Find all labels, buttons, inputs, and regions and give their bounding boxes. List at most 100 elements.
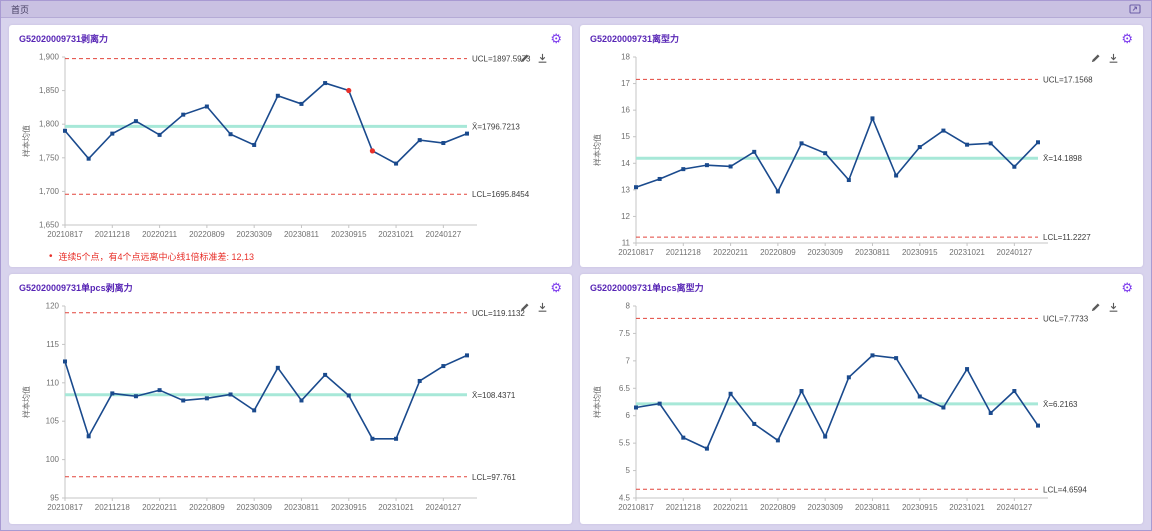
data-point <box>370 437 374 441</box>
svg-text:20240127: 20240127 <box>997 248 1033 257</box>
svg-text:110: 110 <box>46 378 59 387</box>
svg-text:20210817: 20210817 <box>47 230 83 239</box>
svg-text:LCL=4.6594: LCL=4.6594 <box>1043 485 1087 494</box>
svg-text:20230309: 20230309 <box>807 248 843 257</box>
expand-icon[interactable] <box>1129 3 1141 15</box>
warning-bullet-icon: • <box>49 251 53 262</box>
data-point <box>63 129 67 133</box>
svg-text:20210817: 20210817 <box>618 503 654 512</box>
svg-text:样本均值: 样本均值 <box>21 125 31 157</box>
app-window: 首页 G52020009731剥离力 ⚙ <box>0 0 1152 531</box>
control-chart-canvas[interactable]: 9510010511011512020210817202112182022021… <box>19 296 561 518</box>
edit-icon[interactable] <box>1090 302 1101 313</box>
data-point <box>989 141 993 145</box>
control-chart-canvas[interactable]: 4.555.566.577.58202108172021121820220211… <box>590 296 1132 518</box>
svg-text:4.5: 4.5 <box>619 494 631 503</box>
svg-text:6.5: 6.5 <box>619 384 631 393</box>
data-point <box>894 174 898 178</box>
control-chart-canvas[interactable]: 1112131415161718202108172021121820220211… <box>590 47 1132 263</box>
svg-text:20230915: 20230915 <box>331 503 367 512</box>
svg-text:14: 14 <box>621 159 630 168</box>
data-point <box>347 393 351 397</box>
svg-text:1,700: 1,700 <box>39 187 60 196</box>
data-point <box>752 422 756 426</box>
chart-title: G52020009731单pcs剥离力 <box>19 281 133 294</box>
svg-text:20220809: 20220809 <box>189 503 225 512</box>
svg-text:20230309: 20230309 <box>807 503 843 512</box>
dashboard-grid: G52020009731剥离力 ⚙ 1,6501,7001,7501,8001,… <box>1 18 1151 531</box>
edit-icon[interactable] <box>519 53 530 64</box>
flagged-point <box>370 148 375 153</box>
edit-icon[interactable] <box>519 302 530 313</box>
svg-text:20211218: 20211218 <box>666 248 702 257</box>
data-point <box>918 145 922 149</box>
gear-icon[interactable]: ⚙ <box>550 281 562 294</box>
data-point <box>918 395 922 399</box>
svg-text:20220809: 20220809 <box>760 248 796 257</box>
data-point <box>205 105 209 109</box>
data-point <box>110 391 114 395</box>
svg-text:20211218: 20211218 <box>95 230 131 239</box>
svg-text:20231021: 20231021 <box>949 248 985 257</box>
data-point <box>441 364 445 368</box>
series-line <box>636 355 1038 448</box>
data-point <box>323 373 327 377</box>
gear-icon[interactable]: ⚙ <box>550 32 562 45</box>
flagged-point <box>346 88 351 93</box>
data-point <box>134 394 138 398</box>
svg-text:20220809: 20220809 <box>189 230 225 239</box>
svg-text:20220809: 20220809 <box>760 503 796 512</box>
data-point <box>941 405 945 409</box>
svg-text:20240127: 20240127 <box>997 503 1033 512</box>
gear-icon[interactable]: ⚙ <box>1121 32 1133 45</box>
data-point <box>729 392 733 396</box>
data-point <box>229 132 233 136</box>
data-point <box>870 116 874 120</box>
edit-icon[interactable] <box>1090 53 1101 64</box>
data-point <box>418 379 422 383</box>
control-chart-canvas[interactable]: 1,6501,7001,7501,8001,8501,9002021081720… <box>19 47 561 245</box>
series-line <box>65 83 467 164</box>
svg-text:20230915: 20230915 <box>902 248 938 257</box>
data-point <box>752 150 756 154</box>
data-point <box>658 177 662 181</box>
svg-text:20230811: 20230811 <box>284 503 320 512</box>
svg-text:20230309: 20230309 <box>236 503 272 512</box>
breadcrumb-home[interactable]: 首页 <box>11 3 29 16</box>
data-point <box>800 389 804 393</box>
data-point <box>776 438 780 442</box>
download-icon[interactable] <box>537 302 548 313</box>
data-point <box>1012 165 1016 169</box>
data-point <box>1036 424 1040 428</box>
svg-text:20220211: 20220211 <box>713 503 749 512</box>
chart-title: G52020009731单pcs离型力 <box>590 281 704 294</box>
data-point <box>63 359 67 363</box>
download-icon[interactable] <box>1108 53 1119 64</box>
download-icon[interactable] <box>1108 302 1119 313</box>
data-point <box>823 151 827 155</box>
data-point <box>134 119 138 123</box>
svg-text:7: 7 <box>626 356 631 365</box>
data-point <box>158 133 162 137</box>
download-icon[interactable] <box>537 53 548 64</box>
svg-text:120: 120 <box>46 302 60 311</box>
data-point <box>465 353 469 357</box>
data-point <box>418 138 422 142</box>
data-point <box>252 143 256 147</box>
svg-text:UCL=119.1132: UCL=119.1132 <box>472 309 525 318</box>
svg-text:20230915: 20230915 <box>331 230 367 239</box>
svg-text:20240127: 20240127 <box>426 503 462 512</box>
gear-icon[interactable]: ⚙ <box>1121 281 1133 294</box>
data-point <box>465 132 469 136</box>
svg-text:20231021: 20231021 <box>949 503 985 512</box>
svg-text:样本均值: 样本均值 <box>592 386 602 418</box>
data-point <box>181 113 185 117</box>
data-point <box>705 447 709 451</box>
svg-text:100: 100 <box>46 455 60 464</box>
svg-text:7.5: 7.5 <box>619 329 631 338</box>
svg-text:20220211: 20220211 <box>142 503 178 512</box>
topbar: 首页 <box>1 1 1151 18</box>
svg-text:20211218: 20211218 <box>666 503 702 512</box>
svg-text:1,800: 1,800 <box>39 120 60 129</box>
data-point <box>847 178 851 182</box>
